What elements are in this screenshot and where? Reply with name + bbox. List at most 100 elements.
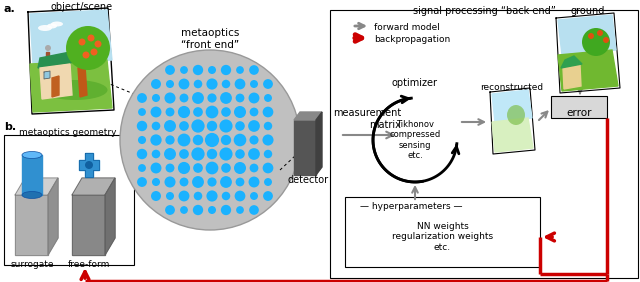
Circle shape: [208, 66, 216, 74]
Circle shape: [150, 162, 161, 173]
Circle shape: [194, 192, 202, 200]
Circle shape: [85, 161, 93, 169]
Polygon shape: [79, 153, 99, 177]
Text: signal processing “back end”: signal processing “back end”: [413, 6, 556, 16]
Circle shape: [236, 206, 244, 214]
Circle shape: [263, 79, 273, 89]
Polygon shape: [48, 178, 58, 255]
Polygon shape: [78, 66, 87, 97]
Circle shape: [193, 135, 204, 145]
Circle shape: [138, 108, 146, 116]
Circle shape: [221, 163, 231, 173]
Circle shape: [151, 79, 161, 89]
Circle shape: [221, 80, 230, 88]
Circle shape: [192, 176, 204, 188]
Text: Tikhonov
compressed
sensing
etc.: Tikhonov compressed sensing etc.: [389, 120, 440, 160]
Polygon shape: [46, 52, 49, 62]
Polygon shape: [561, 56, 582, 68]
Circle shape: [207, 149, 217, 159]
Circle shape: [249, 65, 259, 75]
Circle shape: [264, 122, 272, 130]
Text: metaoptics
“front end”: metaoptics “front end”: [181, 28, 239, 50]
Text: reconstructed: reconstructed: [481, 83, 543, 92]
Circle shape: [597, 30, 603, 36]
Circle shape: [165, 65, 175, 75]
Circle shape: [236, 149, 244, 159]
Circle shape: [208, 206, 216, 214]
Circle shape: [250, 192, 258, 200]
Text: surrogate: surrogate: [10, 260, 54, 269]
Circle shape: [180, 66, 188, 74]
Circle shape: [66, 26, 110, 70]
Polygon shape: [30, 10, 112, 64]
Circle shape: [164, 148, 176, 160]
Circle shape: [249, 205, 259, 215]
Circle shape: [262, 163, 273, 173]
Text: NN weights
regularization weights
etc.: NN weights regularization weights etc.: [392, 222, 493, 252]
Circle shape: [152, 150, 160, 158]
Circle shape: [166, 192, 174, 200]
Circle shape: [220, 176, 232, 188]
Circle shape: [221, 135, 231, 145]
Circle shape: [221, 65, 231, 75]
Polygon shape: [28, 8, 114, 114]
Circle shape: [90, 49, 97, 56]
Ellipse shape: [47, 23, 57, 28]
Text: detector: detector: [287, 175, 328, 185]
Circle shape: [152, 178, 160, 186]
Circle shape: [137, 149, 147, 159]
Circle shape: [234, 162, 246, 174]
Circle shape: [193, 205, 203, 215]
Circle shape: [250, 135, 259, 145]
Circle shape: [588, 33, 594, 39]
Polygon shape: [72, 178, 115, 195]
Polygon shape: [556, 13, 620, 93]
Bar: [345, 197, 540, 267]
Circle shape: [137, 93, 147, 103]
Polygon shape: [30, 60, 112, 112]
Circle shape: [250, 108, 259, 116]
Circle shape: [207, 190, 218, 202]
Text: metaoptics geometry: metaoptics geometry: [19, 128, 116, 137]
Text: error: error: [566, 108, 592, 118]
Circle shape: [264, 150, 272, 158]
Circle shape: [165, 205, 175, 215]
Circle shape: [221, 107, 231, 117]
Circle shape: [120, 50, 300, 230]
Circle shape: [263, 191, 273, 201]
Text: backpropagation: backpropagation: [374, 35, 451, 44]
Circle shape: [166, 80, 174, 88]
Bar: [551, 96, 607, 118]
Circle shape: [79, 39, 86, 45]
Circle shape: [221, 205, 231, 215]
Ellipse shape: [22, 191, 42, 199]
Circle shape: [164, 92, 175, 103]
Circle shape: [151, 191, 161, 201]
Ellipse shape: [22, 151, 42, 158]
Circle shape: [179, 121, 189, 131]
Circle shape: [264, 178, 272, 186]
Circle shape: [250, 164, 259, 172]
Circle shape: [191, 119, 205, 133]
Circle shape: [191, 147, 205, 161]
Circle shape: [207, 93, 216, 103]
Circle shape: [164, 120, 176, 132]
Text: a.: a.: [4, 4, 16, 14]
Circle shape: [234, 106, 246, 118]
Circle shape: [166, 107, 175, 116]
Circle shape: [180, 178, 188, 186]
Circle shape: [221, 192, 230, 200]
Polygon shape: [105, 178, 115, 255]
Circle shape: [88, 34, 95, 41]
Circle shape: [264, 94, 272, 102]
Polygon shape: [72, 195, 105, 255]
Circle shape: [248, 92, 259, 103]
Circle shape: [164, 177, 175, 188]
Polygon shape: [15, 195, 48, 255]
Circle shape: [152, 94, 160, 102]
Circle shape: [193, 163, 203, 173]
Circle shape: [83, 52, 90, 58]
Polygon shape: [492, 90, 532, 122]
Ellipse shape: [42, 80, 108, 100]
Circle shape: [165, 135, 175, 145]
